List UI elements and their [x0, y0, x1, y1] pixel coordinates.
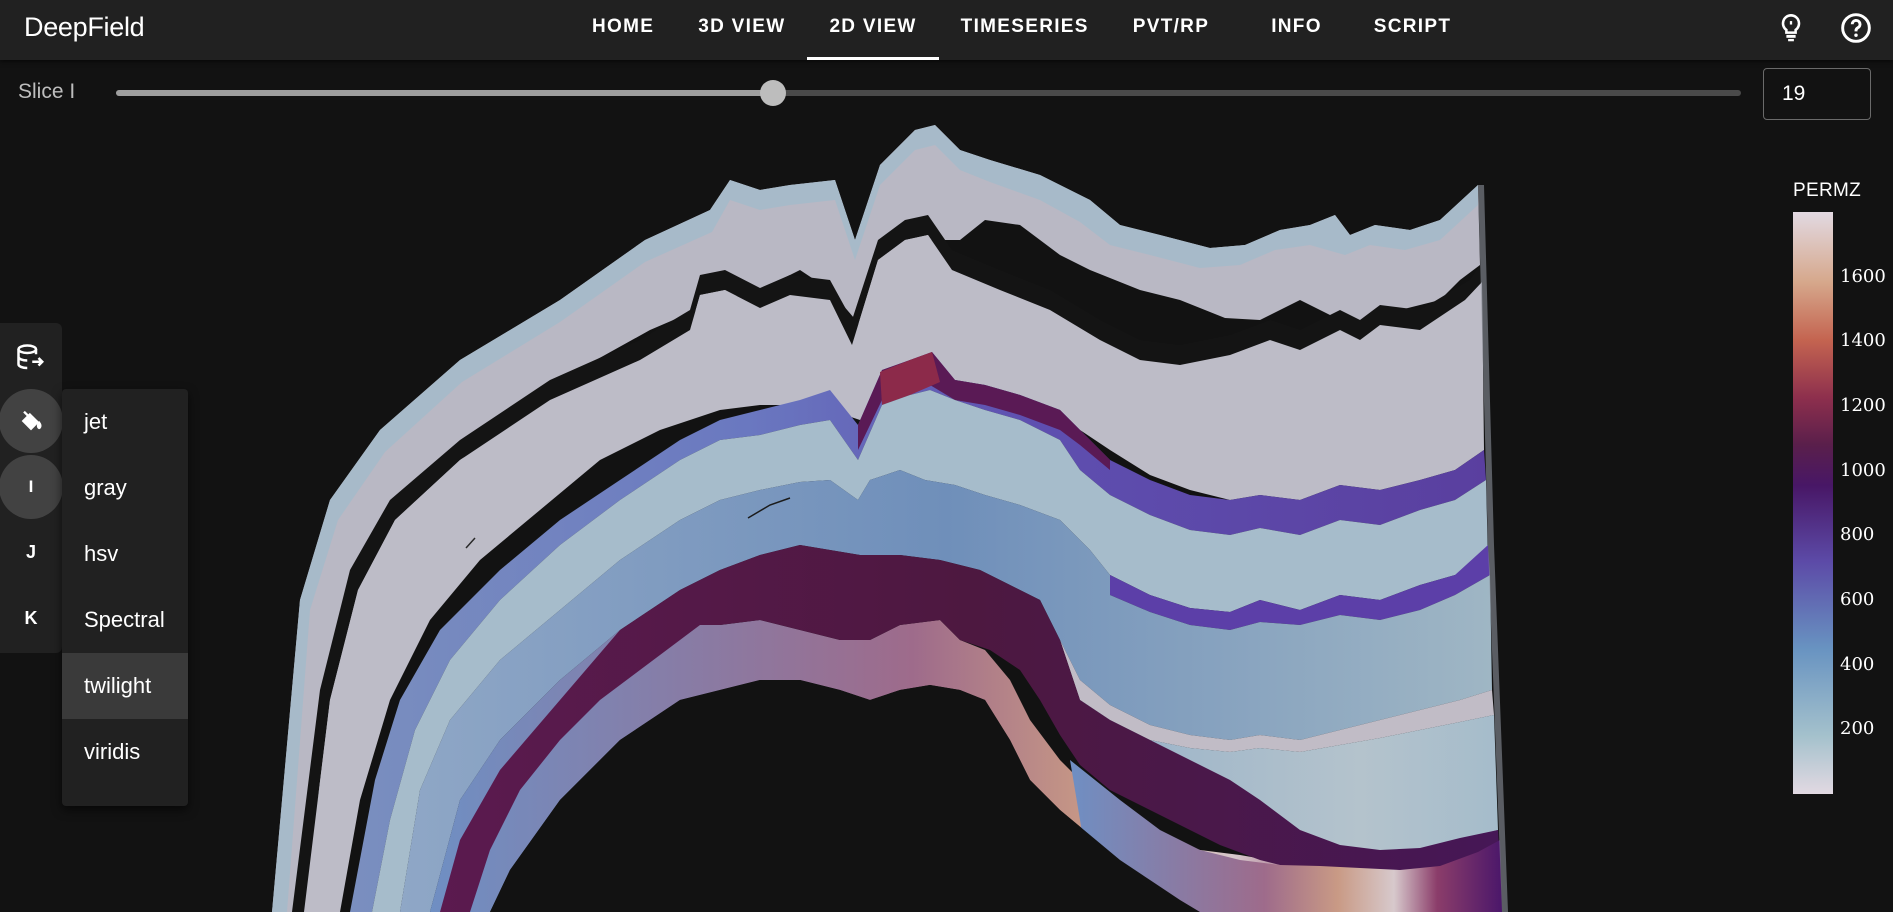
void-region: [490, 680, 1200, 912]
colorbar-tick: 1000: [1840, 459, 1886, 481]
app-title: DeepField: [24, 12, 145, 42]
lightbulb-icon: [1781, 14, 1801, 42]
slice-number-input[interactable]: [1763, 68, 1871, 120]
tab-pvt-rp[interactable]: PVT/RP: [1132, 16, 1210, 37]
export-data-button[interactable]: [0, 327, 62, 389]
help-circle-icon: [1841, 13, 1871, 43]
colorbar-tick: 400: [1840, 653, 1875, 675]
colormap-option-jet[interactable]: jet: [84, 409, 108, 434]
slice-control: Slice I: [0, 60, 1893, 124]
colorbar-tick: 1400: [1840, 330, 1886, 352]
lightbulb-button[interactable]: [1771, 8, 1811, 48]
database-export-icon: [17, 344, 45, 370]
paint-bucket-icon: [21, 410, 42, 431]
slice-slider-fill: [116, 90, 773, 96]
slice-j-button[interactable]: J: [25, 541, 36, 562]
colorbar-title: PERMZ: [1793, 180, 1861, 201]
slice-k-button[interactable]: K: [24, 607, 38, 628]
nav-tabs: HOME 3D VIEW 2D VIEW TIMESERIES PVT/RP I…: [570, 0, 1473, 60]
colorbar-tick: 1200: [1840, 395, 1886, 416]
tab-3d-view[interactable]: 3D VIEW: [698, 16, 786, 37]
colormap-option-viridis[interactable]: viridis: [84, 739, 141, 764]
colormap-option-twilight[interactable]: twilight: [62, 653, 188, 719]
colorbar-tick: 200: [1840, 718, 1875, 740]
colormap-button[interactable]: [0, 389, 63, 453]
slice-i-button[interactable]: I: [0, 455, 63, 519]
colormap-option-spectral[interactable]: Spectral: [84, 607, 165, 632]
colorbar-gradient: [1793, 212, 1833, 794]
colorbar-tick: 800: [1840, 524, 1875, 546]
colormap-option-gray[interactable]: gray: [84, 475, 127, 500]
help-button[interactable]: [1836, 8, 1876, 48]
tab-info[interactable]: INFO: [1271, 16, 1322, 37]
tab-script[interactable]: SCRIPT: [1373, 16, 1452, 37]
colormap-option-hsv[interactable]: hsv: [84, 541, 119, 566]
slice-slider-track[interactable]: [116, 80, 1741, 106]
app-bar: DeepField HOME 3D VIEW 2D VIEW TIMESERIE…: [0, 0, 1893, 60]
colorbar-tick: 1600: [1840, 265, 1886, 287]
slice-slider-thumb[interactable]: [759, 80, 786, 106]
colormap-menu: jet gray hsv Spectral twilight viridis: [62, 389, 188, 806]
layer-top: [272, 125, 1480, 912]
tab-timeseries[interactable]: TIMESERIES: [960, 16, 1089, 37]
tool-speed-dial: I J K: [0, 323, 63, 653]
tab-home[interactable]: HOME: [592, 16, 655, 37]
colorbar-tick: 600: [1840, 589, 1875, 610]
slice-label: Slice I: [18, 80, 76, 103]
tab-2d-view[interactable]: 2D VIEW: [807, 0, 939, 60]
